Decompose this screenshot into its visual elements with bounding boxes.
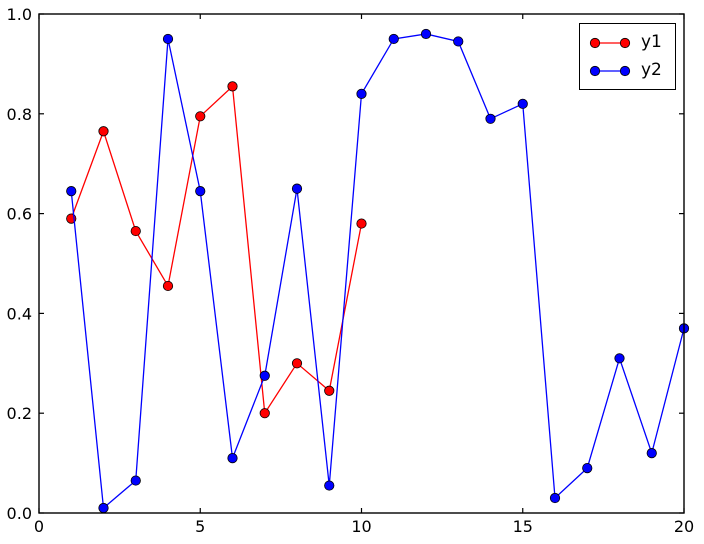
data-point-y2 (549, 492, 561, 504)
legend-item-y2: y2 (588, 57, 675, 85)
x-tick-label: 15 (513, 517, 533, 536)
data-point-y2 (356, 88, 367, 99)
y-tick-label: 0.6 (7, 205, 32, 224)
data-point-y1 (98, 126, 109, 137)
data-point-y2 (291, 183, 303, 194)
x-tick-label: 20 (674, 517, 694, 536)
data-point-y2 (66, 186, 77, 197)
y-tick-label: 0.2 (7, 404, 32, 423)
data-point-y2 (227, 453, 238, 464)
y-tick-label: 0.4 (7, 304, 32, 323)
data-point-y1 (195, 111, 206, 122)
data-point-y2 (517, 98, 528, 109)
legend-label-y1: y1 (641, 32, 662, 52)
y-tick-label: 1.0 (7, 5, 32, 24)
data-point-y2 (420, 28, 432, 40)
data-point-y1 (356, 218, 367, 229)
data-point-y1 (324, 385, 335, 396)
data-point-y2 (453, 36, 464, 47)
data-point-y2 (130, 475, 141, 486)
data-point-y2 (324, 480, 335, 491)
legend-key-icon (589, 37, 631, 48)
data-point-y2 (98, 502, 109, 514)
legend-label-y2: y2 (641, 60, 662, 80)
data-point-y2 (646, 448, 657, 459)
data-point-y2 (485, 113, 496, 124)
data-point-y2 (582, 462, 593, 474)
data-point-y2 (259, 370, 270, 381)
x-tick-label: 10 (351, 517, 371, 536)
y-tick-label: 0.8 (7, 105, 32, 124)
data-point-y2 (614, 353, 625, 364)
x-tick-label: 5 (195, 517, 205, 536)
data-point-y1 (162, 280, 174, 292)
data-point-y2 (162, 33, 174, 45)
series-line-y2 (70, 33, 685, 510)
series-line-y1 (70, 84, 363, 416)
data-point-y1 (227, 81, 238, 92)
x-tick-label: 0 (34, 517, 44, 536)
legend-item-y1: y1 (588, 29, 675, 57)
legend-key-icon (589, 65, 631, 76)
y-tick-label: 0.0 (7, 504, 32, 523)
data-point-y1 (259, 408, 270, 419)
data-point-y1 (130, 225, 141, 237)
data-point-y2 (388, 33, 399, 45)
legend: y1 y2 (579, 23, 676, 90)
data-point-y1 (291, 358, 303, 369)
data-point-y2 (195, 186, 206, 197)
